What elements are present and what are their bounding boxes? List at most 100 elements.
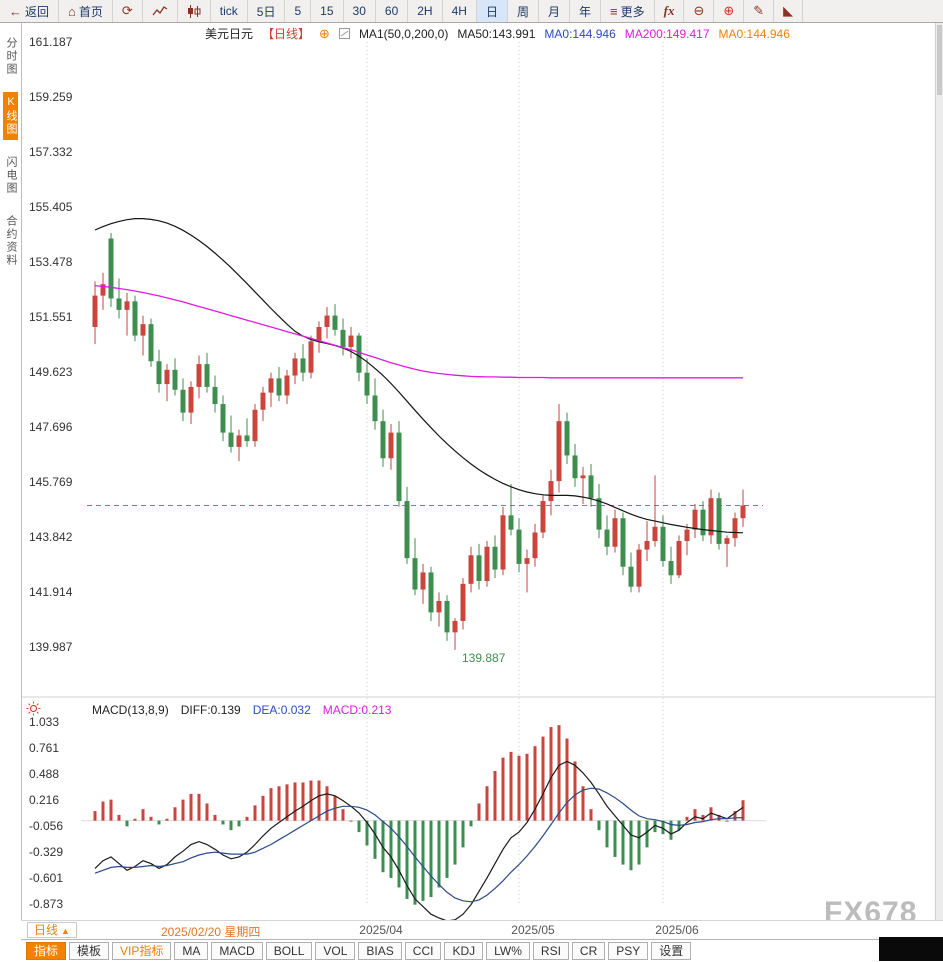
zoom-in-icon: ⊕ bbox=[723, 3, 735, 18]
ma50-line bbox=[94, 218, 744, 534]
indicator-tab-VOL[interactable]: VOL bbox=[315, 942, 356, 960]
add-favorite-icon[interactable]: ⊕ bbox=[319, 25, 330, 41]
indicator-tab-BIAS[interactable]: BIAS bbox=[358, 942, 402, 960]
period-button-月[interactable]: 月 bbox=[539, 0, 570, 22]
svg-text:-0.601: -0.601 bbox=[29, 871, 63, 885]
macd-diff-value: DIFF:0.139 bbox=[180, 703, 241, 717]
svg-text:141.914: 141.914 bbox=[29, 585, 73, 599]
svg-text:-0.056: -0.056 bbox=[29, 819, 63, 833]
scrollbar-thumb[interactable] bbox=[937, 25, 942, 95]
ma-group-label: MA1(50,0,200,0) bbox=[358, 26, 449, 41]
indicator-tab-BOLL[interactable]: BOLL bbox=[265, 942, 313, 960]
period-button-5日[interactable]: 5日 bbox=[248, 0, 286, 22]
indicator-tab-LW%[interactable]: LW% bbox=[486, 942, 530, 960]
axis-labels: 161.187 159.259 157.332 155.405 153.478 151.5… bbox=[29, 35, 73, 911]
date-axis-row: 日线 ▲ 2025/02/20 星期四 2025/04 2025/05 2025/06 bbox=[21, 920, 943, 939]
line-chart-icon bbox=[152, 6, 168, 16]
fx-indicator-button[interactable]: fx bbox=[655, 0, 685, 22]
ma-settings-icon[interactable] bbox=[338, 28, 350, 39]
indicator-tab-MACD[interactable]: MACD bbox=[211, 942, 263, 960]
back-icon: ← bbox=[9, 3, 22, 19]
svg-text:139.987: 139.987 bbox=[29, 640, 73, 654]
period-button-5[interactable]: 5 bbox=[285, 0, 312, 22]
period-button-30[interactable]: 30 bbox=[344, 0, 376, 22]
candles-group[interactable] bbox=[92, 232, 746, 650]
measure-tool-button[interactable]: ◣ bbox=[774, 0, 804, 22]
chart-type-sidebar: 分时图 K线图闪电图合约资料 bbox=[0, 23, 22, 920]
bottom-right-panel bbox=[879, 937, 943, 961]
indicator-settings-button[interactable] bbox=[26, 701, 42, 717]
indicator-tab-CCI[interactable]: CCI bbox=[404, 942, 442, 960]
dea-line bbox=[94, 787, 744, 903]
svg-text:0.216: 0.216 bbox=[29, 793, 59, 807]
date-tick-2025/06: 2025/06 bbox=[655, 923, 699, 937]
period-button-tick[interactable]: tick bbox=[211, 0, 248, 22]
indicator-tab-CR[interactable]: CR bbox=[571, 942, 606, 960]
svg-text:149.623: 149.623 bbox=[29, 365, 73, 379]
month-gridlines bbox=[21, 42, 935, 903]
chart-canvas[interactable]: 161.187 159.259 157.332 155.405 153.478 151.5… bbox=[21, 23, 935, 920]
macd-macd-value: MACD:0.213 bbox=[322, 703, 392, 717]
zoom-in-button[interactable]: ⊕ bbox=[714, 0, 745, 22]
indicator-tab-PSY[interactable]: PSY bbox=[608, 942, 649, 960]
fx-label: fx bbox=[663, 3, 675, 18]
low-price-label: 139.887 bbox=[462, 651, 506, 665]
indicator-tab-模板[interactable]: 模板 bbox=[69, 942, 110, 960]
period-dropdown[interactable]: 日线 ▲ bbox=[27, 922, 77, 938]
candlestick-icon bbox=[187, 4, 201, 18]
home-button[interactable]: ⌂ 首页 bbox=[59, 0, 113, 22]
indicator-tab-RSI[interactable]: RSI bbox=[532, 942, 569, 960]
period-button-60[interactable]: 60 bbox=[376, 0, 409, 22]
macd-title: MACD(13,8,9) bbox=[92, 703, 169, 717]
home-icon: ⌂ bbox=[68, 3, 76, 19]
zoom-out-icon: ⊖ bbox=[693, 3, 705, 18]
candle-chart-type-button[interactable] bbox=[178, 0, 211, 22]
indicator-tab-MA[interactable]: MA bbox=[174, 942, 209, 960]
svg-text:153.478: 153.478 bbox=[29, 255, 73, 269]
ma200-value: MA200:149.417 bbox=[624, 26, 710, 41]
moving-averages bbox=[94, 218, 744, 534]
macd-legend: MACD(13,8,9) DIFF:0.139 DEA:0.032 MACD:0… bbox=[92, 703, 391, 717]
date-tick-2025/04: 2025/04 bbox=[359, 923, 403, 937]
sidebar-item-闪电图[interactable]: 闪电图 bbox=[5, 156, 17, 195]
period-button-日[interactable]: 日 bbox=[476, 0, 508, 22]
refresh-button[interactable]: ⟳ bbox=[113, 0, 143, 22]
sidebar-item-合约资料[interactable]: 合约资料 bbox=[5, 215, 17, 267]
svg-text:1.033: 1.033 bbox=[29, 715, 59, 729]
ma50-value: MA50:143.991 bbox=[457, 26, 536, 41]
period-buttons-group: tick 5日 5 15 30 60 2H 4H 日周月年 bbox=[211, 0, 601, 22]
macd-dea-value: DEA:0.032 bbox=[252, 703, 311, 717]
date-tick-2025/05: 2025/05 bbox=[511, 923, 555, 937]
svg-text:157.332: 157.332 bbox=[29, 145, 73, 159]
indicator-tab-设置[interactable]: 设置 bbox=[651, 942, 692, 960]
sidebar-item-K线图[interactable]: K线图 bbox=[3, 92, 18, 140]
indicator-tab-指标[interactable]: 指标 bbox=[26, 942, 67, 960]
back-button[interactable]: ← 返回 bbox=[0, 0, 60, 22]
more-button[interactable]: ≡ 更多 bbox=[601, 0, 655, 22]
line-chart-type-button[interactable] bbox=[143, 0, 178, 22]
zoom-out-button[interactable]: ⊖ bbox=[684, 0, 715, 22]
right-scrollbar[interactable] bbox=[935, 23, 943, 920]
sidebar-item-分时图[interactable]: 分时图 bbox=[5, 37, 17, 76]
period-button-15[interactable]: 15 bbox=[311, 0, 344, 22]
svg-text:145.769: 145.769 bbox=[29, 475, 73, 489]
home-label: 首页 bbox=[78, 4, 103, 19]
period-dropdown-label: 日线 bbox=[34, 923, 59, 937]
back-label: 返回 bbox=[25, 4, 50, 19]
indicator-tab-KDJ[interactable]: KDJ bbox=[444, 942, 484, 960]
period-button-周[interactable]: 周 bbox=[508, 0, 539, 22]
ma0-orange-value: MA0:144.946 bbox=[718, 26, 790, 41]
period-button-2H[interactable]: 2H bbox=[408, 0, 443, 22]
refresh-icon: ⟳ bbox=[121, 3, 133, 18]
pencil-icon: ✎ bbox=[753, 3, 765, 18]
start-date-label: 2025/02/20 星期四 bbox=[161, 925, 261, 939]
draw-tool-button[interactable]: ✎ bbox=[744, 0, 775, 22]
indicator-tab-VIP指标[interactable]: VIP指标 bbox=[112, 942, 172, 960]
period-tag: 【日线】 bbox=[262, 27, 311, 41]
chevron-up-icon: ▲ bbox=[61, 926, 70, 936]
period-button-年[interactable]: 年 bbox=[570, 0, 601, 22]
svg-text:0.488: 0.488 bbox=[29, 767, 59, 781]
price-legend: 美元日元 【日线】 ⊕ MA1(50,0,200,0) MA50:143.991… bbox=[205, 25, 790, 42]
svg-text:0.761: 0.761 bbox=[29, 741, 59, 755]
period-button-4H[interactable]: 4H bbox=[443, 0, 477, 22]
